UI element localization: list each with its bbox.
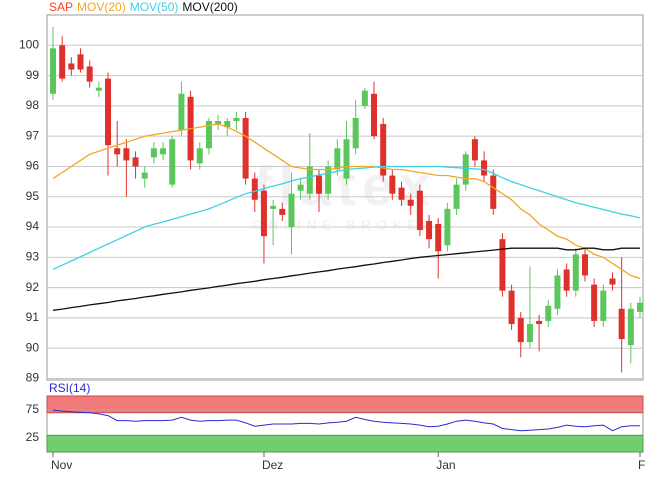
x-tick-label: Dez xyxy=(262,458,283,472)
rsi-label: RSI(14) xyxy=(49,381,90,395)
rsi-upper-band xyxy=(46,395,644,414)
y-tick-label: 95 xyxy=(26,189,40,203)
candle-body xyxy=(114,148,121,155)
y-tick-label: 99 xyxy=(26,68,40,82)
candle-body xyxy=(462,154,469,185)
candle-body xyxy=(572,254,579,291)
candle-body xyxy=(499,239,506,291)
candle-body xyxy=(59,45,66,79)
candle-body xyxy=(260,190,267,237)
candle-body xyxy=(306,166,313,194)
candle-body xyxy=(288,193,295,228)
candle-body xyxy=(361,90,368,106)
candle-body xyxy=(315,175,322,194)
ma-line xyxy=(52,165,641,270)
x-tick-label: Nov xyxy=(51,458,72,472)
y-tick-label: 94 xyxy=(26,219,40,233)
candle-body xyxy=(444,208,451,246)
candle-body xyxy=(637,302,643,312)
candle-body xyxy=(95,87,102,91)
candle-body xyxy=(132,157,139,167)
candle-body xyxy=(86,66,93,82)
candle-body xyxy=(563,269,570,291)
x-tick-label: Jan xyxy=(436,458,455,472)
rsi-lower-band xyxy=(46,434,644,453)
candle-body xyxy=(215,121,222,125)
legend-entry: MOV(50) xyxy=(130,0,179,14)
candle-body xyxy=(380,124,387,176)
y-tick-label: 93 xyxy=(26,249,40,263)
rsi-tick-label: 25 xyxy=(26,430,40,444)
candle-body xyxy=(471,139,478,161)
legend-entry: MOV(20) xyxy=(77,0,126,14)
y-tick-label: 90 xyxy=(26,340,40,354)
y-tick-label: 100 xyxy=(19,37,39,51)
candle-body xyxy=(591,284,598,321)
y-tick-label: 97 xyxy=(26,128,40,142)
candle-body xyxy=(389,175,396,194)
x-tick-label: F xyxy=(638,458,645,472)
candle-body xyxy=(224,121,231,128)
rsi-line xyxy=(52,409,640,432)
legend-entry: MOV(200) xyxy=(182,0,237,14)
candle-body xyxy=(343,139,350,179)
candle-body xyxy=(105,78,112,146)
candle-body xyxy=(68,63,75,70)
candle-body xyxy=(233,117,240,122)
candle-body xyxy=(196,148,203,164)
candle-body xyxy=(627,308,634,346)
candle-body xyxy=(205,121,212,149)
candle-body xyxy=(536,320,543,324)
candle-body xyxy=(334,148,341,170)
candle-body xyxy=(150,148,157,158)
candle-body xyxy=(426,220,433,240)
candle-body xyxy=(609,278,616,285)
candle-body xyxy=(407,199,414,206)
candle-body xyxy=(279,208,286,215)
y-tick-label: 91 xyxy=(26,310,40,324)
candle-body xyxy=(581,254,588,276)
candle-body xyxy=(352,117,359,149)
candle-body xyxy=(160,148,167,155)
candle-body xyxy=(141,172,148,179)
candle-body xyxy=(371,93,378,137)
candle-body xyxy=(297,184,304,191)
y-tick-label: 96 xyxy=(26,159,40,173)
y-tick-label: 89 xyxy=(26,371,40,385)
rsi-tick-label: 75 xyxy=(26,402,40,416)
ma-line xyxy=(52,123,641,280)
candle-body xyxy=(123,148,130,161)
candle-body xyxy=(435,224,442,252)
candle-body xyxy=(50,48,56,94)
y-tick-label: 92 xyxy=(26,280,40,294)
candle-body xyxy=(178,93,185,131)
candle-body xyxy=(169,139,176,185)
candle-body xyxy=(618,308,625,340)
candle-body xyxy=(251,178,258,200)
candle-body xyxy=(481,160,488,176)
watermark: flatex xyxy=(254,154,436,217)
candle-body xyxy=(526,323,533,343)
candle-body xyxy=(398,187,405,200)
candle-body xyxy=(517,317,524,343)
candle-body xyxy=(545,305,552,321)
candle-body xyxy=(242,117,249,179)
candle-body xyxy=(508,290,515,324)
candle-body xyxy=(77,54,84,70)
ma-line xyxy=(52,247,640,311)
watermark-sub: ONLINE BROKER xyxy=(253,217,438,232)
legend-entry: SAP xyxy=(49,0,73,14)
candle-body xyxy=(490,175,497,209)
candle-body xyxy=(416,190,423,231)
candle-body xyxy=(453,184,460,209)
candle-body xyxy=(554,275,561,309)
candle-body xyxy=(600,290,607,321)
candle-body xyxy=(325,166,332,194)
candle-body xyxy=(270,205,277,209)
y-tick-label: 98 xyxy=(26,98,40,112)
